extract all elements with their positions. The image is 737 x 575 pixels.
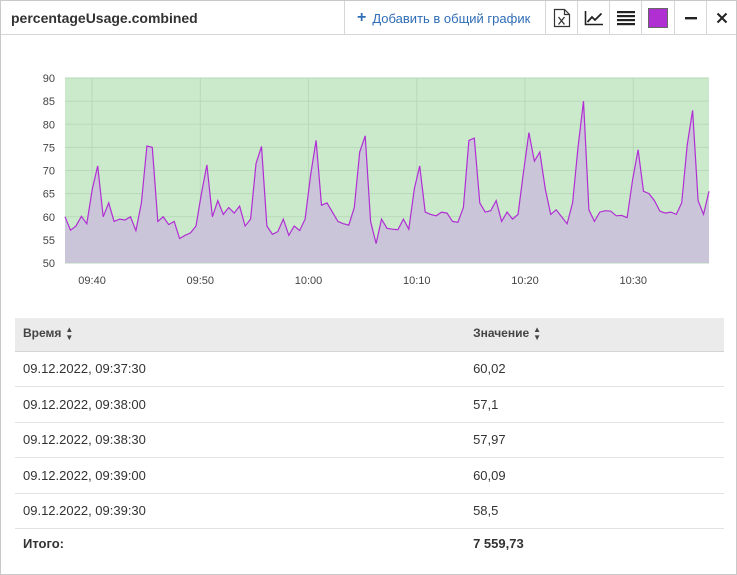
x-tick-label: 10:20: [511, 275, 539, 287]
table-row: 09.12.2022, 09:38:30 57,97: [15, 422, 724, 458]
series-area: [65, 101, 709, 263]
separator: [706, 1, 707, 35]
cell-time: 09.12.2022, 09:37:30: [15, 351, 466, 387]
cell-value: 58,5: [465, 493, 724, 529]
total-value: 7 559,73: [473, 536, 524, 552]
y-tick-label: 60: [43, 212, 55, 224]
y-axis: 50 55 60 65 70 75 80 85 90: [43, 73, 55, 270]
separator: [674, 1, 675, 35]
table-footer-row: Итого: 7 559,73: [15, 529, 724, 559]
x-tick-label: 10:10: [403, 275, 431, 287]
close-icon: [716, 12, 728, 24]
cell-value: 57,97: [465, 422, 724, 458]
table-row: 09.12.2022, 09:39:00 60,09: [15, 457, 724, 494]
cell-time: 09.12.2022, 09:39:00: [15, 457, 466, 494]
usage-chart: 50 55 60 65 70 75 80 85 90 09:40 09:50 10:00 10:10 1…: [31, 67, 721, 297]
column-header-time[interactable]: Время ▲ ▼: [15, 318, 466, 352]
chart-view-button[interactable]: [578, 1, 610, 35]
y-tick-label: 70: [43, 166, 55, 178]
close-button[interactable]: [706, 1, 737, 35]
add-to-combined-chart-label: Добавить в общий график: [372, 10, 531, 26]
export-excel-button[interactable]: [546, 1, 578, 35]
separator: [641, 1, 642, 35]
usage-chart-svg: 50 55 60 65 70 75 80 85 90 09:40 09:50 10:00 10:10 1…: [43, 73, 710, 287]
list-icon: [617, 11, 635, 26]
table-view-button[interactable]: [610, 1, 642, 35]
sort-icon: ▲ ▼: [65, 325, 74, 343]
plus-icon: +: [357, 9, 367, 26]
titlebar: percentageUsage.combined + Добавить в об…: [1, 1, 736, 35]
widget-title: percentageUsage.combined: [11, 10, 198, 26]
y-tick-label: 80: [43, 119, 55, 131]
cell-time: 09.12.2022, 09:38:30: [15, 422, 466, 458]
cell-value: 60,09: [465, 457, 724, 494]
total-label: Итого:: [23, 536, 64, 552]
color-swatch: [648, 8, 668, 28]
y-tick-label: 65: [43, 189, 55, 201]
minimize-button[interactable]: [675, 1, 707, 35]
column-header-value[interactable]: Значение ▲ ▼: [465, 318, 724, 352]
separator: [577, 1, 578, 35]
excel-file-icon: [553, 8, 571, 28]
separator: [344, 1, 345, 35]
column-header-time-label: Время: [23, 326, 62, 341]
y-tick-label: 75: [43, 142, 55, 154]
table-row: 09.12.2022, 09:39:30 58,5: [15, 493, 724, 529]
separator: [545, 1, 546, 35]
series-line: [64, 101, 710, 244]
minimize-icon: [685, 17, 697, 20]
column-header-value-label: Значение: [473, 326, 530, 341]
table-header-row: Время ▲ ▼ Значение ▲ ▼: [15, 318, 724, 352]
cell-value: 60,02: [465, 351, 724, 387]
x-axis: 09:40 09:50 10:00 10:10 10:20 10:30: [78, 275, 647, 287]
y-tick-label: 50: [43, 258, 55, 270]
separator: [609, 1, 610, 35]
data-table: Время ▲ ▼ Значение ▲ ▼ 09.12.2022, 09:37:30 …: [15, 318, 724, 559]
y-tick-label: 85: [43, 96, 55, 108]
series-color-picker[interactable]: [642, 1, 674, 35]
cell-time: 09.12.2022, 09:39:30: [15, 493, 466, 529]
x-tick-label: 10:30: [619, 275, 647, 287]
table-row: 09.12.2022, 09:37:30 60,02: [15, 351, 724, 387]
cell-time: 09.12.2022, 09:38:00: [15, 386, 466, 423]
x-tick-label: 09:40: [78, 275, 106, 287]
cell-value: 57,1: [465, 386, 724, 423]
x-tick-label: 09:50: [187, 275, 215, 287]
table-row: 09.12.2022, 09:38:00 57,1: [15, 386, 724, 423]
sort-icon: ▲ ▼: [533, 325, 542, 343]
x-tick-label: 10:00: [295, 275, 323, 287]
line-chart-icon: [584, 11, 603, 26]
y-tick-label: 55: [43, 235, 55, 247]
add-to-combined-chart-button[interactable]: + Добавить в общий график: [351, 1, 545, 35]
y-tick-label: 90: [43, 73, 55, 85]
